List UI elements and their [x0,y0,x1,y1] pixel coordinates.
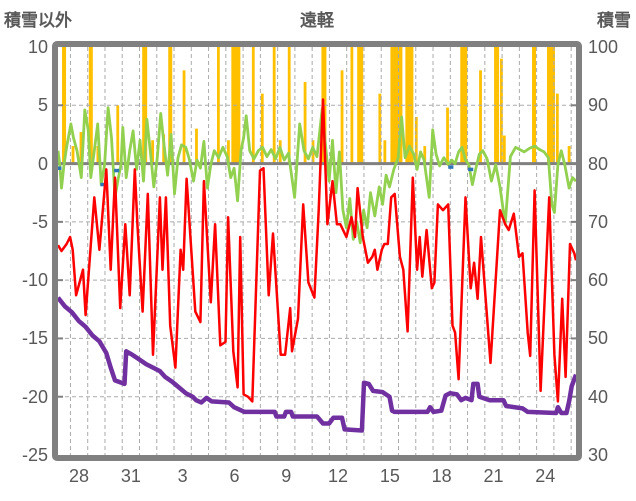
left-axis-title: 積雪以外 [4,11,72,30]
snowfall-bar [414,116,418,164]
left-axis-tick-label: 0 [37,153,48,174]
chart-canvas [58,47,576,455]
green-line [58,106,576,245]
snowfall-bar [494,47,500,164]
snowfall-bar [182,70,186,164]
right-axis-tick-label: 90 [588,95,609,116]
x-axis-tick-label: 21 [483,466,504,486]
snowfall-bar [251,47,255,164]
right-axis-tick-label: 60 [588,270,609,291]
snowfall-bar [71,146,75,164]
snowfall-bar [303,81,307,164]
snowfall-bar [116,105,120,164]
snowfall-bar [383,140,387,164]
snowfall-bar [423,146,427,164]
red-line [58,98,576,403]
snowfall-bar [227,140,230,164]
snowfall-bar [500,58,503,164]
snowfall-bar [272,47,276,164]
x-axis-tick-label: 12 [328,466,349,486]
snowfall-bar [260,93,264,164]
snowfall-bar [567,146,571,164]
x-axis-tick-label: 31 [120,466,141,486]
snowfall-bar [446,107,449,164]
snow-depth-line [58,296,576,433]
snowfall-bar [195,128,198,164]
snowfall-bar [217,47,220,164]
snowfall-bar [62,47,67,164]
left-axis-tick-label: 5 [37,95,48,116]
left-axis-tick-label: 10 [27,37,48,57]
snowfall-bar [79,132,83,164]
snowfall-bar [378,93,382,164]
snowfall-bar [350,47,354,164]
snowfall-bar [479,70,482,164]
snowfall-bar [460,47,468,164]
chart-title: 遠軽 [300,11,334,30]
x-axis-tick-label: 6 [229,466,240,486]
x-axis-tick-label: 18 [431,466,452,486]
snowfall-bar [555,93,559,164]
left-axis-tick-label: -20 [21,386,48,407]
snowfall-bar [151,140,155,164]
right-axis-tick-label: 70 [588,211,609,232]
snowfall-bar [340,70,344,164]
snowfall-bar [96,146,100,164]
right-axis-title: 積雪 [597,11,631,30]
right-axis-tick-label: 40 [588,386,609,407]
right-axis-tick-label: 100 [588,37,619,57]
snowfall-bar [502,135,506,164]
right-axis-tick-label: 30 [588,445,609,465]
x-axis-tick-label: 28 [69,466,90,486]
x-axis-tick-label: 15 [379,466,400,486]
left-axis-tick-label: -25 [21,445,48,465]
snowfall-bar [88,47,93,164]
x-axis-tick-label: 9 [281,466,292,486]
x-axis-tick-label: 3 [177,466,188,486]
left-axis-tick-label: -5 [31,211,48,232]
x-axis-tick-label: 24 [535,466,556,486]
snowfall-bar [311,140,315,164]
left-axis-tick-label: -10 [21,270,48,291]
left-axis-tick-label: -15 [21,328,48,349]
right-axis-tick-label: 80 [588,153,609,174]
right-axis-tick-label: 50 [588,328,609,349]
